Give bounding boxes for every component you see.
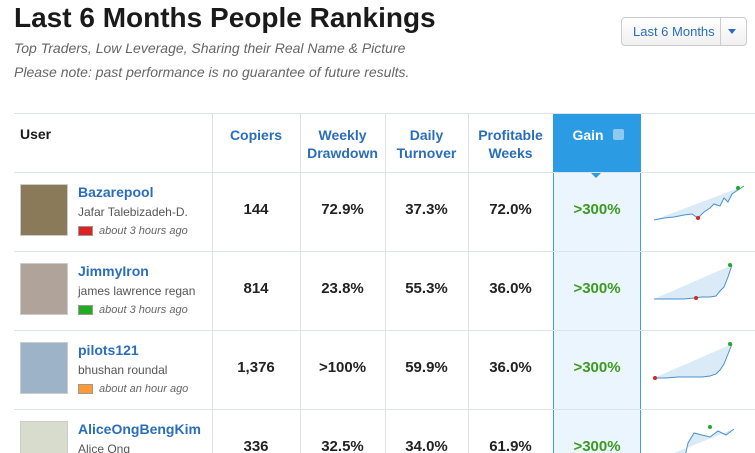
last-seen: about 3 hours ago xyxy=(99,225,188,237)
column-header[interactable]: Copiers xyxy=(229,127,283,143)
sparkline-line xyxy=(653,185,745,221)
sparkline-svg xyxy=(654,263,733,300)
cell-value: >300% xyxy=(573,438,621,453)
cell-value: 36.0% xyxy=(489,359,532,376)
last-seen: about an hour ago xyxy=(99,383,189,395)
sparkline-area xyxy=(674,429,734,453)
cell-value: 814 xyxy=(243,280,269,297)
column-line xyxy=(468,113,469,453)
sparkline-area xyxy=(654,265,732,299)
cell-value: 34.0% xyxy=(405,438,448,453)
row-line xyxy=(14,251,755,252)
cell-value: 61.9% xyxy=(489,438,532,453)
cell-value: 32.5% xyxy=(321,438,364,453)
sparkline-svg xyxy=(653,185,745,221)
cell-value: 36.0% xyxy=(489,280,532,297)
cell-value: 55.3% xyxy=(405,280,448,297)
column-header: User xyxy=(20,126,52,142)
avatar[interactable] xyxy=(20,421,68,453)
sparkline-svg xyxy=(674,425,735,453)
cell-value: 1,376 xyxy=(237,359,275,376)
row-line xyxy=(14,409,755,410)
username[interactable]: pilots121 xyxy=(78,342,139,358)
avatar[interactable] xyxy=(20,342,68,394)
real-name: Jafar Talebizadeh-D. xyxy=(78,205,188,219)
sparkline-line xyxy=(654,264,733,300)
cell-value: 59.9% xyxy=(405,359,448,376)
page-title: Last 6 Months People Rankings xyxy=(14,2,436,33)
disclaimer: Please note: past performance is no guar… xyxy=(14,64,410,80)
column-header[interactable]: Gain xyxy=(572,127,604,143)
real-name: bhushan roundal xyxy=(78,363,168,377)
cell-value: >300% xyxy=(573,359,621,376)
high-point xyxy=(728,342,732,346)
cell-value: >300% xyxy=(573,201,621,218)
sparkline xyxy=(652,417,747,453)
high-point xyxy=(728,263,732,267)
avatar[interactable] xyxy=(20,184,68,236)
low-point xyxy=(653,376,657,380)
column-line xyxy=(212,113,213,453)
sparkline xyxy=(652,259,747,305)
cell-value: >300% xyxy=(573,280,621,297)
column-header[interactable]: Weekly Drawdown xyxy=(307,127,378,161)
period-dropdown[interactable]: Last 6 Months xyxy=(621,17,747,46)
sparkline xyxy=(652,180,747,226)
gain-header-bg xyxy=(553,113,641,172)
cell-value: 72.9% xyxy=(321,201,364,218)
cell-value: 336 xyxy=(243,438,269,453)
sparkline-line xyxy=(685,428,735,453)
flag xyxy=(78,305,93,315)
cell-value: >100% xyxy=(318,359,367,376)
row-line xyxy=(14,330,755,331)
row-line xyxy=(14,113,755,114)
column-line xyxy=(300,113,301,453)
column-header[interactable]: Profitable Weeks xyxy=(478,127,543,161)
avatar[interactable] xyxy=(20,263,68,315)
cell-value: 72.0% xyxy=(489,201,532,218)
row-line xyxy=(14,172,755,173)
cell-value: 37.3% xyxy=(405,201,448,218)
column-header[interactable]: Daily Turnover xyxy=(396,127,457,161)
last-seen: about 3 hours ago xyxy=(99,304,188,316)
cell-value: 23.8% xyxy=(321,280,364,297)
cell-value: 144 xyxy=(243,201,269,218)
high-point xyxy=(736,186,740,190)
subtitle: Top Traders, Low Leverage, Sharing their… xyxy=(14,40,406,56)
low-point xyxy=(694,296,698,300)
sparkline-line xyxy=(654,343,733,379)
high-point xyxy=(708,425,712,429)
sparkline-area xyxy=(654,344,732,378)
gain-pointer xyxy=(590,172,602,178)
flag xyxy=(78,384,93,394)
sparkline-svg xyxy=(653,342,733,380)
low-point xyxy=(696,216,700,220)
real-name: Alice Ong xyxy=(78,442,131,453)
caret[interactable] xyxy=(728,29,736,34)
info-icon[interactable] xyxy=(613,129,624,140)
flag xyxy=(78,226,93,236)
column-line xyxy=(385,113,386,453)
username[interactable]: AliceOngBengKim xyxy=(78,421,201,437)
divider xyxy=(720,18,721,45)
username[interactable]: Bazarepool xyxy=(78,184,154,200)
sparkline xyxy=(652,338,747,384)
period-label[interactable]: Last 6 Months xyxy=(633,24,715,39)
real-name: james lawrence regan xyxy=(78,284,196,298)
username[interactable]: JimmyIron xyxy=(78,263,149,279)
sparkline-area xyxy=(654,186,744,220)
